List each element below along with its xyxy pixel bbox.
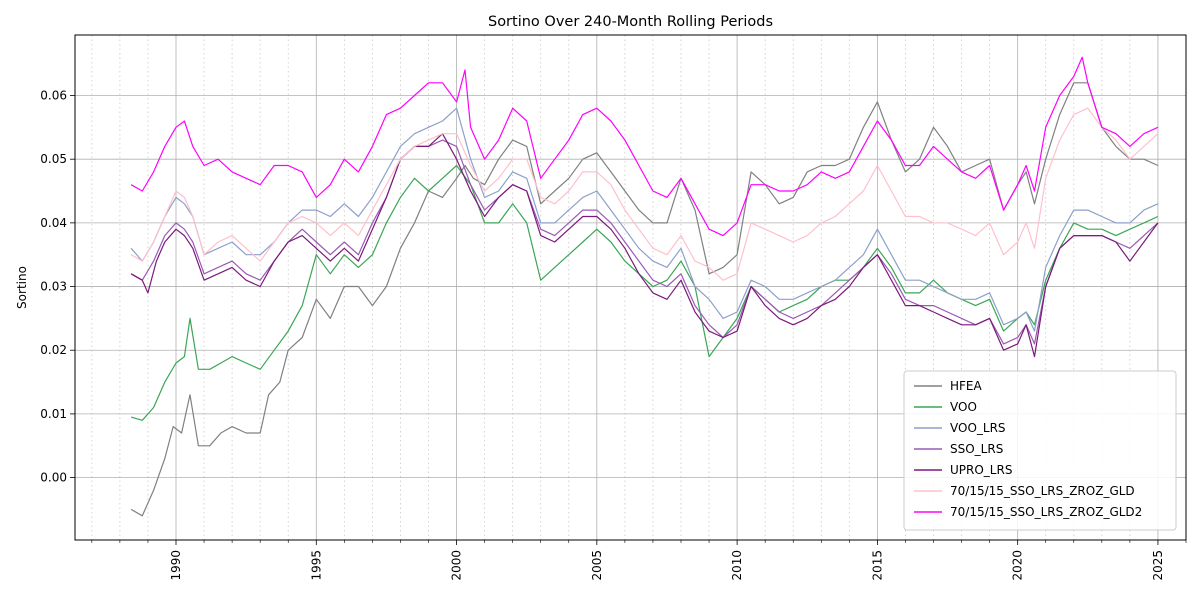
series-line-1: [130, 164, 1159, 421]
series-line-6: [130, 56, 1159, 237]
legend-entry: VOO: [950, 400, 977, 414]
legend-entry: VOO_LRS: [950, 421, 1006, 435]
plot-frame: [74, 34, 1187, 541]
x-tick-label: 2025: [1151, 550, 1165, 581]
series-line-0: [130, 82, 1159, 517]
chart-title: Sortino Over 240-Month Rolling Periods: [488, 14, 773, 30]
y-axis-label: Sortino: [15, 266, 29, 309]
x-tick-label: 2015: [870, 550, 884, 581]
y-tick-label: 0.00: [40, 471, 67, 485]
x-axis: 1990 1995 2000 2005 2010 2015 2020 2025: [91, 540, 1187, 581]
legend-entry: 70/15/15_SSO_LRS_ZROZ_GLD2: [950, 505, 1142, 519]
y-tick-label: 0.01: [40, 407, 67, 421]
series-layer: [130, 56, 1159, 517]
y-axis: 0.00 0.01 0.02 0.03 0.04 0.05 0.06: [40, 88, 75, 485]
legend: HFEA VOO VOO_LRS SSO_LRS UPRO_LRS 70/15/15_SS…: [903, 370, 1177, 531]
legend-entry: UPRO_LRS: [950, 463, 1012, 477]
y-tick-label: 0.06: [40, 88, 67, 102]
x-tick-label: 1995: [309, 550, 323, 581]
y-tick-label: 0.05: [40, 152, 67, 166]
y-tick-label: 0.02: [40, 343, 67, 357]
y-tick-label: 0.03: [40, 280, 67, 294]
legend-box: [903, 370, 1177, 531]
x-tick-label: 2020: [1011, 550, 1025, 581]
legend-entry: HFEA: [950, 379, 983, 393]
major-grid: [75, 35, 1186, 540]
x-tick-label: 2000: [450, 550, 464, 581]
x-tick-label: 2005: [590, 550, 604, 581]
y-tick-label: 0.04: [40, 216, 67, 230]
x-tick-label: 2010: [730, 550, 744, 581]
series-line-4: [130, 133, 1159, 358]
legend-entry: SSO_LRS: [950, 442, 1003, 456]
legend-entry: 70/15/15_SSO_LRS_ZROZ_GLD: [950, 484, 1135, 498]
series-line-5: [130, 107, 1159, 281]
x-tick-label: 1990: [169, 550, 183, 581]
